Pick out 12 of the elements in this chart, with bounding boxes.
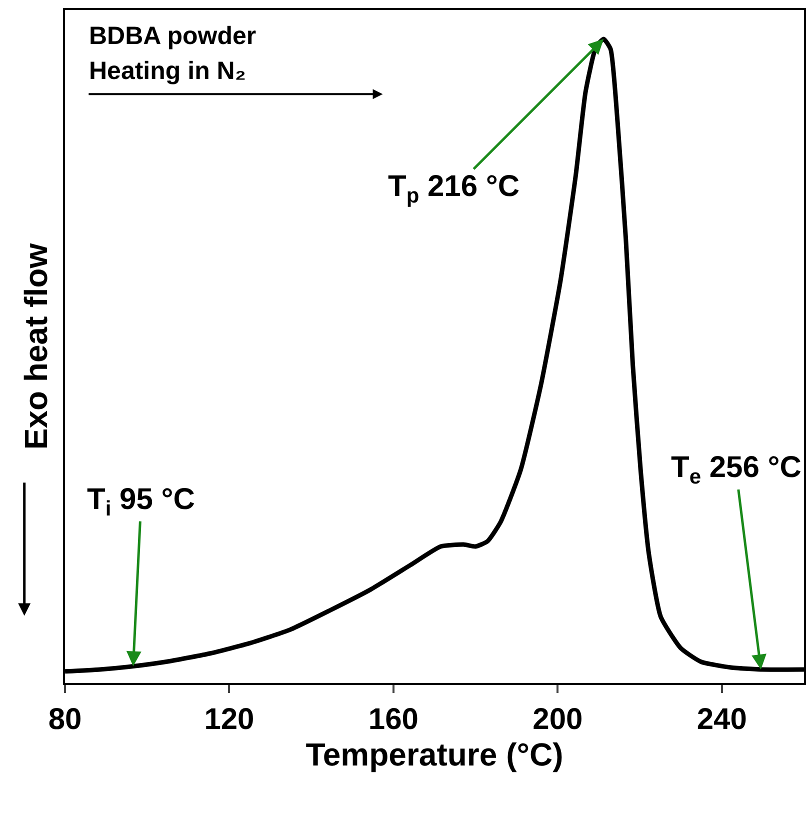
y-axis-title: Exo heat flow [18, 243, 54, 450]
chart-title: BDBA powder [89, 22, 256, 50]
x-tick-label: 200 [532, 703, 583, 736]
x-tick-label: 120 [204, 703, 254, 736]
x-axis-title: Temperature (°C) [306, 736, 564, 772]
annotation: T$_{e}$ 256 °C [671, 451, 802, 488]
x-tick-label: 160 [368, 703, 418, 736]
annotation: T$_{p}$ 216 °C [388, 170, 520, 208]
annotation: T$_{i}$ 95 °C [87, 483, 195, 520]
x-tick-label: 80 [48, 703, 82, 736]
x-tick-label: 240 [696, 703, 747, 736]
annotation: Heating in N₂ [89, 57, 246, 85]
